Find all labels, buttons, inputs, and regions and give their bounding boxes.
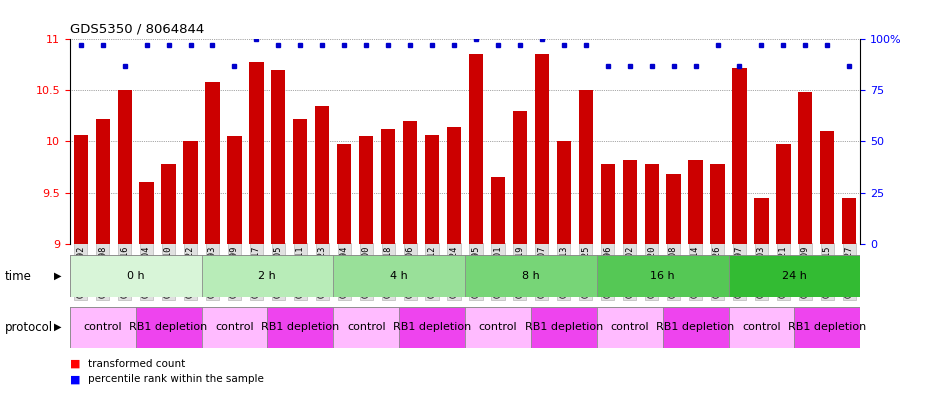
Bar — [73, 135, 87, 244]
Text: ▶: ▶ — [54, 322, 61, 332]
Bar — [531, 307, 597, 348]
Bar — [293, 119, 308, 244]
Bar — [333, 255, 465, 297]
Text: time: time — [5, 270, 32, 283]
Bar — [469, 53, 483, 244]
Bar — [359, 136, 373, 244]
Bar — [578, 90, 593, 244]
Bar — [820, 131, 834, 244]
Bar — [337, 143, 352, 244]
Bar — [202, 255, 333, 297]
Text: control: control — [215, 322, 254, 332]
Bar — [140, 182, 153, 244]
Bar — [70, 255, 202, 297]
Text: control: control — [479, 322, 517, 332]
Bar — [117, 90, 132, 244]
Bar — [512, 111, 527, 244]
Bar — [688, 160, 703, 244]
Bar — [622, 160, 637, 244]
Bar — [447, 127, 461, 244]
Bar — [267, 307, 333, 348]
Bar — [227, 136, 242, 244]
Bar — [465, 255, 597, 297]
Bar — [777, 143, 790, 244]
Text: control: control — [347, 322, 386, 332]
Bar — [711, 164, 724, 244]
Bar — [249, 62, 263, 244]
Text: GDS5350 / 8064844: GDS5350 / 8064844 — [70, 22, 204, 35]
Bar — [315, 106, 329, 244]
Bar — [96, 119, 110, 244]
Text: 2 h: 2 h — [259, 271, 276, 281]
Bar — [557, 141, 571, 244]
Bar — [662, 307, 728, 348]
Bar — [732, 68, 747, 244]
Text: 4 h: 4 h — [391, 271, 408, 281]
Text: control: control — [742, 322, 781, 332]
Text: RB1 depletion: RB1 depletion — [525, 322, 603, 332]
Text: 8 h: 8 h — [522, 271, 539, 281]
Text: RB1 depletion: RB1 depletion — [657, 322, 735, 332]
Bar — [70, 307, 136, 348]
Bar — [403, 121, 418, 244]
Text: percentile rank within the sample: percentile rank within the sample — [88, 374, 264, 384]
Bar — [136, 307, 202, 348]
Bar — [465, 307, 531, 348]
Text: 24 h: 24 h — [782, 271, 807, 281]
Text: RB1 depletion: RB1 depletion — [261, 322, 339, 332]
Bar — [381, 129, 395, 244]
Text: control: control — [610, 322, 649, 332]
Text: ▶: ▶ — [54, 271, 61, 281]
Bar — [597, 307, 662, 348]
Bar — [754, 198, 768, 244]
Bar — [272, 70, 286, 244]
Text: 16 h: 16 h — [650, 271, 675, 281]
Text: protocol: protocol — [5, 321, 53, 334]
Bar — [667, 174, 681, 244]
Bar — [535, 53, 549, 244]
Bar — [843, 198, 857, 244]
Text: RB1 depletion: RB1 depletion — [393, 322, 472, 332]
Text: ■: ■ — [70, 374, 80, 384]
Bar — [597, 255, 728, 297]
Bar — [798, 92, 813, 244]
Bar — [728, 255, 860, 297]
Text: ■: ■ — [70, 358, 80, 369]
Bar — [206, 82, 219, 244]
Bar — [425, 135, 439, 244]
Text: transformed count: transformed count — [88, 358, 186, 369]
Text: control: control — [84, 322, 122, 332]
Bar — [183, 141, 198, 244]
Text: RB1 depletion: RB1 depletion — [789, 322, 867, 332]
Bar — [601, 164, 615, 244]
Bar — [399, 307, 465, 348]
Bar — [333, 307, 399, 348]
Text: 0 h: 0 h — [126, 271, 144, 281]
Bar — [794, 307, 860, 348]
Bar — [644, 164, 658, 244]
Bar — [728, 307, 794, 348]
Bar — [491, 177, 505, 244]
Bar — [202, 307, 267, 348]
Bar — [162, 164, 176, 244]
Text: RB1 depletion: RB1 depletion — [129, 322, 207, 332]
